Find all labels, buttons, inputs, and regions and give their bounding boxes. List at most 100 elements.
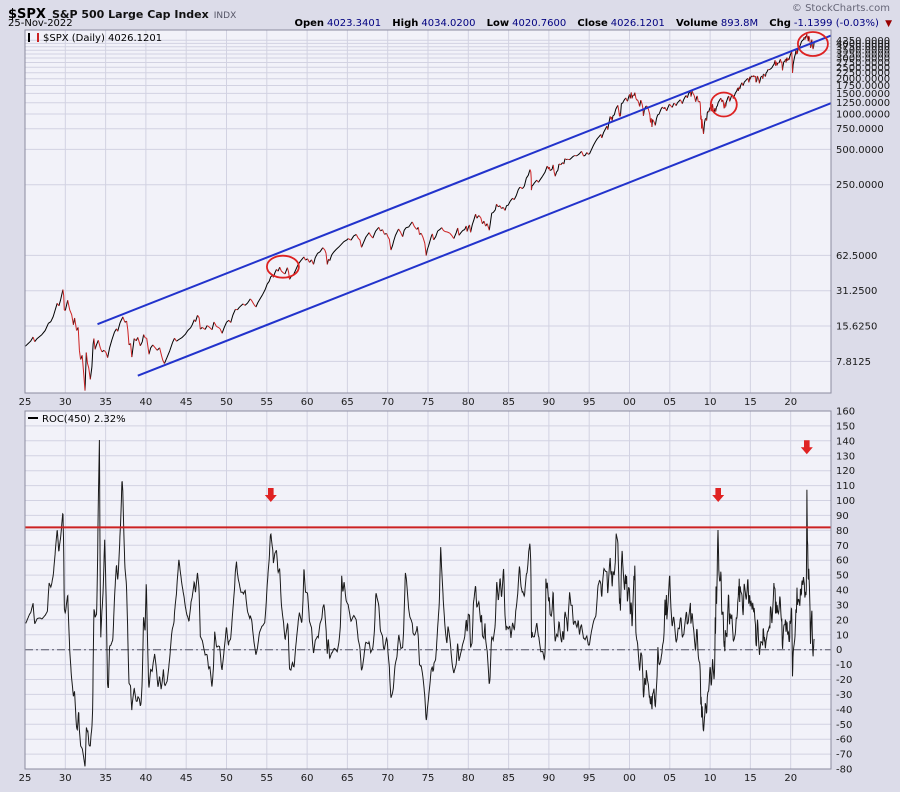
svg-text:50: 50 bbox=[836, 571, 849, 582]
svg-text:2000.0000: 2000.0000 bbox=[836, 74, 890, 85]
svg-text:140: 140 bbox=[836, 436, 855, 447]
svg-text:75: 75 bbox=[422, 773, 435, 784]
svg-text:30: 30 bbox=[59, 397, 72, 408]
svg-text:90: 90 bbox=[543, 397, 556, 408]
svg-text:120: 120 bbox=[836, 466, 855, 477]
svg-text:65: 65 bbox=[341, 773, 354, 784]
svg-text:-80: -80 bbox=[836, 765, 852, 776]
quote-label: Low bbox=[486, 18, 510, 29]
price-series bbox=[25, 34, 815, 391]
quote-label: Close bbox=[577, 18, 608, 29]
trend-channel bbox=[97, 34, 831, 377]
plot-borders bbox=[24, 29, 832, 770]
svg-text:4000.0000: 4000.0000 bbox=[836, 39, 890, 50]
quote-value: 4020.7600 bbox=[512, 18, 567, 29]
svg-text:62.5000: 62.5000 bbox=[836, 251, 877, 262]
header-symbol-line: $SPX S&P 500 Large Cap Index INDX bbox=[8, 3, 236, 22]
svg-text:55: 55 bbox=[260, 397, 273, 408]
svg-text:00: 00 bbox=[623, 397, 636, 408]
svg-text:60: 60 bbox=[301, 397, 314, 408]
svg-text:20: 20 bbox=[784, 397, 797, 408]
svg-text:2750.0000: 2750.0000 bbox=[836, 58, 890, 69]
svg-text:15.6250: 15.6250 bbox=[836, 322, 877, 333]
down-arrow-icon bbox=[800, 440, 813, 455]
svg-text:-10: -10 bbox=[836, 660, 852, 671]
down-arrow-icon bbox=[712, 488, 725, 502]
svg-text:31.2500: 31.2500 bbox=[836, 286, 877, 297]
svg-text:65: 65 bbox=[341, 397, 354, 408]
quote-value: 4026.1201 bbox=[610, 18, 665, 29]
svg-text:1500.0000: 1500.0000 bbox=[836, 89, 890, 100]
svg-text:70: 70 bbox=[836, 541, 849, 552]
roc-legend: ROC(450) 2.32% bbox=[28, 414, 126, 425]
svg-text:70: 70 bbox=[381, 397, 394, 408]
svg-text:80: 80 bbox=[462, 397, 475, 408]
change-direction-icon: ▼ bbox=[885, 19, 892, 29]
svg-text:35: 35 bbox=[99, 397, 112, 408]
roc-legend-label: ROC(450) 2.32% bbox=[42, 414, 126, 425]
svg-text:100: 100 bbox=[836, 496, 855, 507]
svg-text:60: 60 bbox=[836, 556, 849, 567]
svg-text:250.0000: 250.0000 bbox=[836, 180, 884, 191]
quote-row: Open 4023.3401 High 4034.0200 Low 4020.7600… bbox=[286, 18, 892, 29]
roc-series bbox=[25, 439, 815, 767]
svg-text:10: 10 bbox=[704, 397, 717, 408]
svg-text:60: 60 bbox=[301, 773, 314, 784]
svg-text:150: 150 bbox=[836, 421, 855, 432]
svg-text:1750.0000: 1750.0000 bbox=[836, 81, 890, 92]
svg-text:30: 30 bbox=[59, 773, 72, 784]
svg-text:1000.0000: 1000.0000 bbox=[836, 110, 890, 121]
svg-text:3500.0000: 3500.0000 bbox=[836, 46, 890, 57]
svg-text:55: 55 bbox=[260, 773, 273, 784]
svg-text:95: 95 bbox=[583, 397, 596, 408]
svg-text:50: 50 bbox=[220, 397, 233, 408]
svg-text:95: 95 bbox=[583, 773, 596, 784]
svg-text:110: 110 bbox=[836, 481, 855, 492]
svg-text:-60: -60 bbox=[836, 735, 852, 746]
svg-text:7.8125: 7.8125 bbox=[836, 357, 871, 368]
svg-text:40: 40 bbox=[140, 773, 153, 784]
svg-text:-70: -70 bbox=[836, 750, 852, 761]
svg-text:750.0000: 750.0000 bbox=[836, 124, 884, 135]
svg-text:90: 90 bbox=[836, 511, 849, 522]
symbol: $SPX bbox=[8, 7, 46, 22]
svg-text:25: 25 bbox=[19, 773, 32, 784]
index-name: S&P 500 Large Cap Index bbox=[51, 8, 209, 21]
svg-text:80: 80 bbox=[462, 773, 475, 784]
svg-text:25: 25 bbox=[19, 397, 32, 408]
quote-value: -1.1399 (-0.03%) bbox=[793, 18, 879, 29]
svg-text:3250.0000: 3250.0000 bbox=[836, 49, 890, 60]
quote-value: 4023.3401 bbox=[327, 18, 382, 29]
svg-text:4250.0000: 4250.0000 bbox=[836, 36, 890, 47]
svg-text:00: 00 bbox=[623, 773, 636, 784]
svg-text:-20: -20 bbox=[836, 675, 852, 686]
quote-value: 893.8M bbox=[720, 18, 759, 29]
copyright: © StockCharts.com bbox=[791, 3, 890, 14]
svg-text:50: 50 bbox=[220, 773, 233, 784]
svg-text:3000.0000: 3000.0000 bbox=[836, 54, 890, 65]
svg-text:20: 20 bbox=[784, 773, 797, 784]
channel-lower-line bbox=[137, 102, 831, 377]
svg-text:0: 0 bbox=[836, 645, 842, 656]
quote-label: Volume bbox=[676, 18, 718, 29]
svg-text:500.0000: 500.0000 bbox=[836, 145, 884, 156]
gridlines bbox=[24, 30, 831, 770]
highlight-circles bbox=[265, 31, 829, 279]
quote-value: 4034.0200 bbox=[421, 18, 476, 29]
quote-label: High bbox=[392, 18, 419, 29]
signal-arrows bbox=[264, 440, 813, 502]
candlestick-icon bbox=[28, 33, 39, 42]
svg-text:05: 05 bbox=[663, 773, 676, 784]
svg-text:-50: -50 bbox=[836, 720, 852, 731]
line-icon bbox=[28, 417, 38, 419]
svg-text:30: 30 bbox=[836, 600, 849, 611]
svg-text:20: 20 bbox=[836, 615, 849, 626]
down-arrow-icon bbox=[264, 488, 277, 502]
svg-text:45: 45 bbox=[180, 773, 193, 784]
price-legend-label: $SPX (Daily) 4026.1201 bbox=[43, 33, 163, 44]
svg-text:40: 40 bbox=[836, 586, 849, 597]
svg-text:45: 45 bbox=[180, 397, 193, 408]
svg-text:80: 80 bbox=[836, 526, 849, 537]
